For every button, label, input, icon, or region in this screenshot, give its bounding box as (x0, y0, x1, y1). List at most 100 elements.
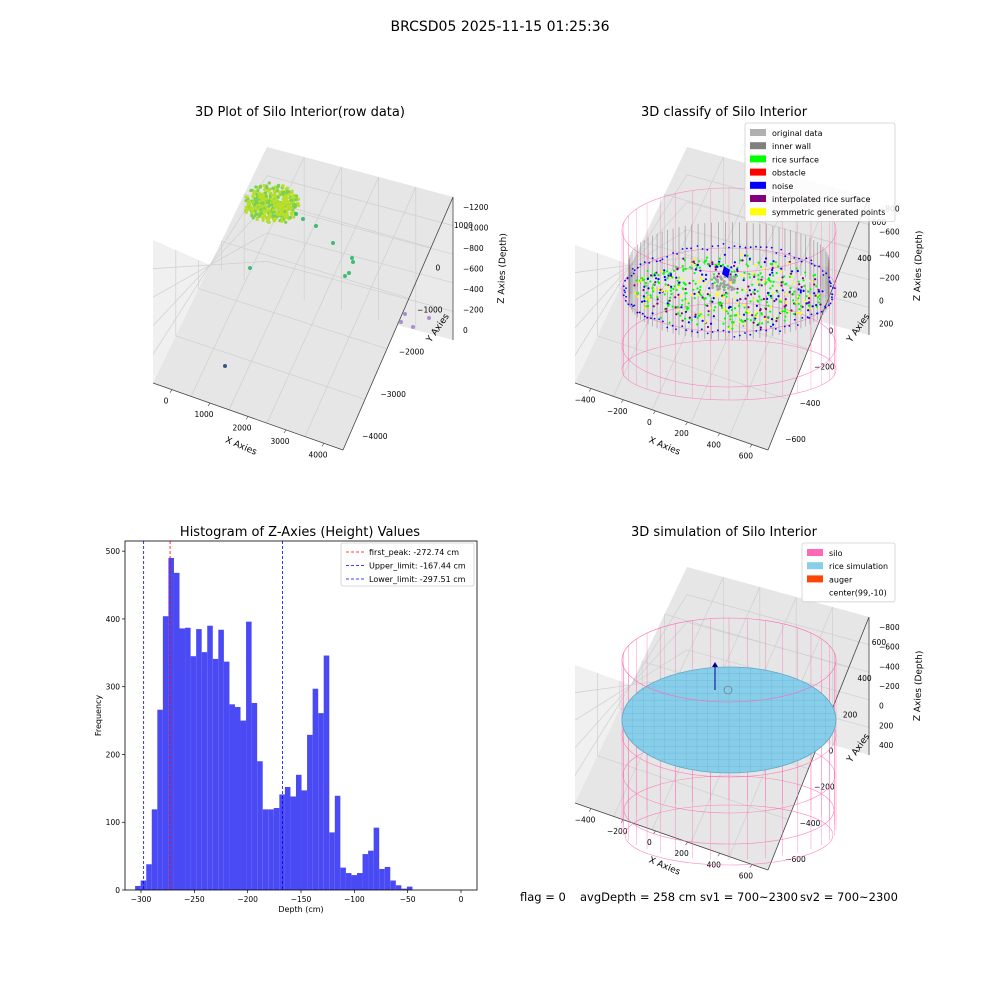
noise-point (829, 285, 832, 288)
surface-point (703, 298, 706, 301)
raw-point (268, 191, 272, 195)
surface-point (690, 294, 693, 297)
surface-point (800, 285, 803, 289)
surface-point (676, 279, 679, 282)
surface-point (746, 254, 749, 257)
plot1-title: 3D Plot of Silo Interior(row data) (195, 105, 405, 120)
surface-point (764, 283, 767, 286)
surface-point (754, 264, 757, 267)
z-tick-label: 200 (879, 320, 894, 329)
surface-point (771, 266, 774, 270)
z-tick-label: −600 (463, 265, 484, 274)
noise-point (651, 257, 654, 259)
surface-point (646, 277, 650, 280)
surface-point (796, 269, 799, 273)
plot4-title: 3D simulation of Silo Interior (631, 525, 818, 540)
original-data-point (726, 283, 730, 287)
surface-point (711, 263, 714, 266)
surface-point (664, 278, 667, 281)
legend-label: rice simulation (829, 562, 888, 571)
raw-point (273, 204, 277, 208)
noise-point (829, 302, 832, 305)
grid-line (228, 166, 342, 410)
raw-point (245, 205, 249, 209)
y-tick-label: 300 (106, 683, 121, 692)
legend-swatch (750, 142, 766, 150)
surface-point (683, 259, 687, 262)
surface-point (684, 317, 687, 320)
surface-point (790, 272, 793, 275)
raw-point (399, 320, 403, 324)
surface-point (651, 312, 654, 315)
raw-point (248, 204, 252, 208)
x-tick (749, 444, 753, 448)
histogram-bar (295, 774, 302, 890)
surface-point (768, 279, 771, 282)
x-tick (169, 389, 173, 393)
surface-point (739, 298, 742, 301)
legend-swatch (807, 588, 823, 596)
raw-point (290, 190, 294, 195)
x-tick-label: 1000 (194, 410, 213, 419)
noise-point (805, 257, 808, 260)
surface-point (639, 279, 642, 282)
surface-point (701, 273, 704, 276)
surface-point (818, 294, 821, 297)
original-data-point (712, 276, 716, 279)
surface-point (740, 319, 743, 322)
surface-point (761, 322, 764, 325)
surface-point (769, 287, 772, 290)
raw-point (257, 192, 262, 196)
surface-point (776, 290, 779, 294)
surface-point (757, 273, 760, 277)
surface-point (767, 304, 770, 307)
surface-point (775, 271, 778, 275)
surface-point (732, 321, 735, 324)
grid-line (175, 335, 366, 400)
raw-point (282, 190, 286, 195)
histogram-bar (179, 628, 186, 890)
auger-marker (722, 266, 730, 278)
noise-point (624, 279, 626, 282)
z-tick-label: −200 (879, 274, 900, 283)
surface-point (799, 291, 802, 294)
surface-point (774, 264, 777, 267)
sv2-status: sv2 = 700~2300 (800, 890, 898, 904)
surface-point (666, 270, 669, 273)
surface-point (684, 310, 688, 313)
noise-point (717, 329, 719, 332)
z-tick-label: −400 (463, 285, 484, 294)
histogram-bar (390, 880, 396, 890)
y-tick-label: 400 (106, 615, 121, 624)
surface-point (736, 299, 739, 302)
raw-point (266, 200, 270, 204)
floor-pane (153, 147, 453, 450)
raw-point (280, 219, 284, 223)
surface-point (651, 286, 654, 289)
original-data-point (718, 284, 722, 288)
surface-point (792, 281, 795, 284)
noise-point (728, 246, 730, 249)
x-tick-label: 400 (707, 440, 722, 449)
surface-point (663, 275, 666, 279)
noise-point (662, 320, 664, 323)
noise-point (796, 324, 799, 326)
noise-point (639, 263, 642, 266)
grid-line (686, 201, 870, 253)
y-tick-label: 600 (872, 218, 887, 227)
raw-point (255, 201, 259, 205)
surface-point (693, 297, 696, 300)
surface-point (811, 305, 814, 308)
surface-point (780, 281, 783, 284)
raw-point (254, 185, 258, 189)
surface-point (666, 277, 669, 280)
y-tick-label: −4000 (362, 432, 388, 441)
noise-point (733, 336, 736, 338)
surface-point (694, 261, 697, 264)
noise-point (810, 313, 813, 316)
surface-point (646, 304, 650, 308)
histogram-bar (135, 885, 141, 890)
noise-point (624, 299, 627, 302)
surface-point (684, 287, 687, 291)
legend-label: rice surface (772, 155, 819, 164)
